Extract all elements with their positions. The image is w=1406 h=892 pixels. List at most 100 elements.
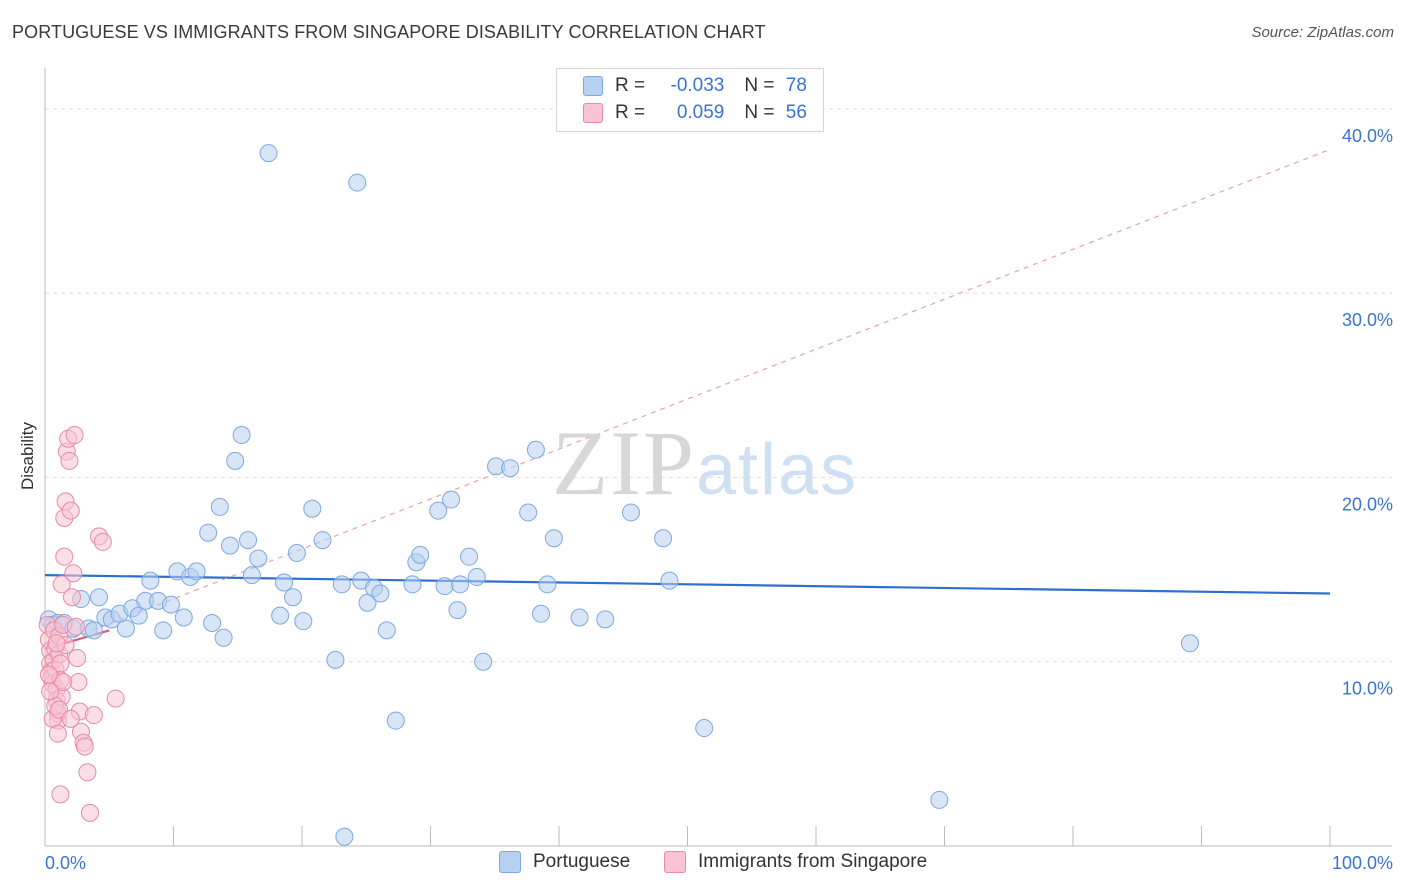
data-point <box>435 577 454 596</box>
watermark-zip: ZIP <box>552 412 696 514</box>
y-tick-label: 30.0% <box>1342 310 1393 330</box>
data-point <box>64 564 83 583</box>
data-point <box>68 649 87 668</box>
legend-n-label: N = <box>744 75 780 96</box>
watermark: ZIPatlas <box>552 410 858 516</box>
data-point <box>271 606 290 625</box>
trend-layer <box>44 148 1331 650</box>
data-point <box>52 575 71 594</box>
data-point <box>294 612 313 631</box>
data-point <box>53 672 72 691</box>
data-point <box>51 785 70 804</box>
legend-n-value: 56 <box>785 102 807 123</box>
data-point <box>66 617 85 636</box>
data-point <box>429 501 448 520</box>
data-point <box>239 531 258 550</box>
y-tick-label: 20.0% <box>1342 494 1393 514</box>
data-point <box>403 575 422 594</box>
legend-swatch-portuguese <box>499 851 521 873</box>
series-portuguese <box>39 144 1199 846</box>
data-point <box>210 497 229 516</box>
data-point <box>544 529 563 548</box>
data-point <box>538 575 557 594</box>
data-point <box>161 595 180 614</box>
trend-line-extended <box>44 148 1331 650</box>
data-point <box>242 566 261 585</box>
data-point <box>654 529 673 548</box>
data-point <box>448 601 467 620</box>
data-point <box>501 459 520 478</box>
data-point <box>570 608 589 627</box>
data-point <box>660 571 679 590</box>
data-point <box>60 451 79 470</box>
data-point <box>1180 634 1199 653</box>
data-point <box>199 523 218 542</box>
data-point <box>93 532 112 551</box>
data-point <box>214 628 233 647</box>
watermark-atlas: atlas <box>696 430 859 510</box>
data-point <box>335 827 354 846</box>
legend-r-label: R = <box>615 102 651 123</box>
data-point <box>84 706 103 725</box>
legend-n-label: N = <box>744 102 780 123</box>
data-point <box>187 562 206 581</box>
data-point <box>69 672 88 691</box>
data-point <box>287 543 306 562</box>
data-point <box>348 173 367 192</box>
data-point <box>48 724 67 743</box>
data-point <box>221 536 240 555</box>
label-layer: 10.0% 20.0% 30.0% 40.0% 0.0% 100.0% <box>45 126 1393 873</box>
data-point <box>371 584 390 603</box>
x-tick-label: 100.0% <box>1332 853 1393 873</box>
data-point <box>84 621 103 640</box>
data-point <box>106 689 125 708</box>
legend-label-portuguese: Portuguese <box>533 851 631 872</box>
y-tick-label: 10.0% <box>1342 679 1393 699</box>
data-point <box>259 144 278 163</box>
data-point <box>39 665 58 684</box>
data-point <box>80 803 99 822</box>
legend-item-singapore[interactable]: Immigrants from Singapore <box>664 851 927 873</box>
axis-layer <box>44 68 1392 847</box>
legend-swatch-singapore <box>664 851 686 873</box>
legend-r-label: R = <box>615 75 651 96</box>
legend-r-value: -0.033 <box>670 75 725 96</box>
data-point <box>442 490 461 509</box>
legend-n-value: 78 <box>785 75 807 96</box>
data-point <box>275 573 294 592</box>
data-point <box>65 426 84 445</box>
data-point <box>61 501 80 520</box>
data-point <box>141 571 160 590</box>
data-point <box>62 588 81 607</box>
series-singapore <box>38 426 125 822</box>
data-point <box>532 604 551 623</box>
data-point <box>451 575 470 594</box>
data-point <box>41 682 60 701</box>
point-layer <box>38 144 1199 846</box>
data-point <box>526 440 545 459</box>
data-point <box>930 790 949 809</box>
legend-row-portuguese: R = -0.033 N = 78 <box>583 73 807 99</box>
data-point <box>411 545 430 564</box>
legend-item-portuguese[interactable]: Portuguese <box>499 851 630 873</box>
series-legend: Portuguese Immigrants from Singapore <box>0 851 1406 879</box>
chart-title: PORTUGUESE VS IMMIGRANTS FROM SINGAPORE … <box>12 22 766 42</box>
data-point <box>332 575 351 594</box>
legend-swatch-portuguese <box>583 76 603 96</box>
data-point <box>75 737 94 756</box>
data-point <box>519 503 538 522</box>
data-point <box>377 621 396 640</box>
data-point <box>474 652 493 671</box>
data-point <box>326 650 345 669</box>
data-point <box>467 567 486 586</box>
data-point <box>55 547 74 566</box>
data-point <box>154 621 173 640</box>
y-tick-label: 40.0% <box>1342 126 1393 146</box>
data-point <box>621 503 640 522</box>
data-point <box>303 499 322 518</box>
data-point <box>386 711 405 730</box>
data-point <box>116 619 135 638</box>
data-point <box>596 610 615 629</box>
grid-layer <box>45 108 1392 663</box>
